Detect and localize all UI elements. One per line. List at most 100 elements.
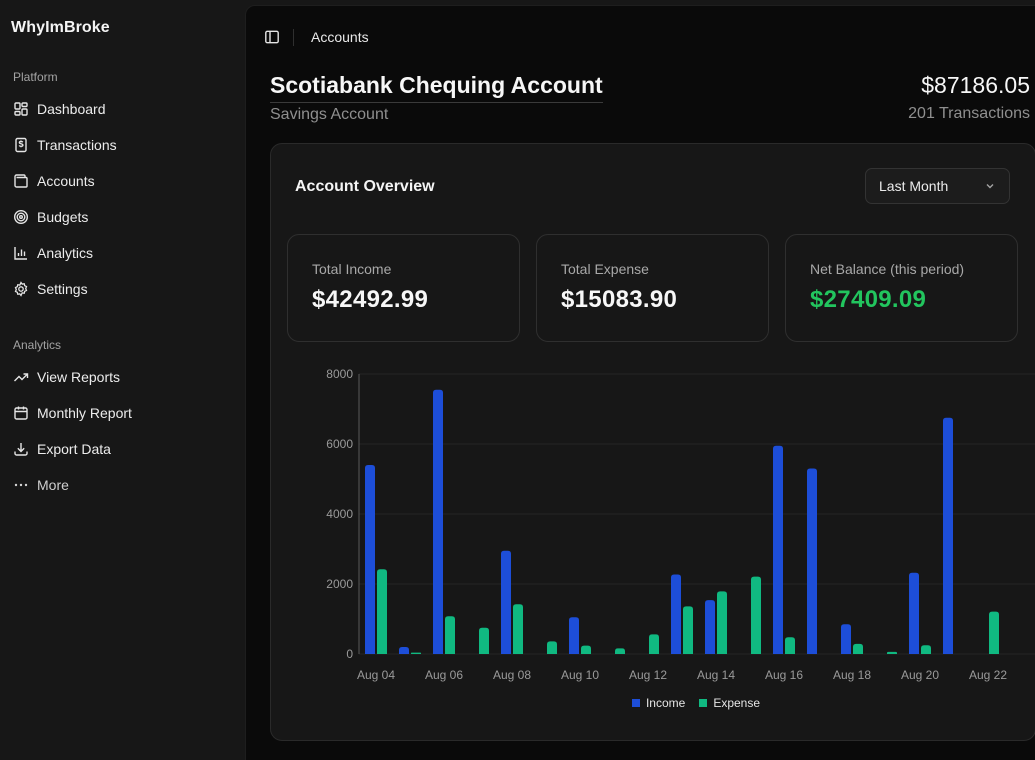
y-tick-label: 8000 — [326, 367, 353, 381]
sidebar-item-view-reports[interactable]: View Reports — [13, 366, 120, 388]
x-tick-label: Aug 06 — [425, 668, 463, 682]
income-bar — [705, 600, 715, 654]
expense-bar — [615, 648, 625, 654]
trending-up-icon — [13, 369, 29, 385]
expense-bar — [547, 641, 557, 654]
app-logo-text[interactable]: WhyImBroke — [11, 19, 110, 36]
gear-icon — [13, 281, 29, 297]
legend-item-expense[interactable]: Expense — [699, 696, 760, 710]
legend-item-income[interactable]: Income — [631, 696, 685, 710]
sidebar-item-accounts[interactable]: Accounts — [13, 170, 95, 192]
expense-bar — [479, 627, 489, 654]
breadcrumb[interactable]: Accounts — [311, 29, 369, 45]
x-tick-label: Aug 16 — [765, 668, 803, 682]
sidebar-item-label: Dashboard — [37, 101, 106, 117]
target-icon — [13, 209, 29, 225]
income-bar — [501, 550, 511, 654]
expense-bar — [785, 637, 795, 654]
y-tick-label: 2000 — [326, 577, 353, 591]
sidebar-item-label: More — [37, 477, 69, 493]
sidebar-item-label: Analytics — [37, 245, 94, 261]
dashboard-icon — [13, 101, 29, 117]
card-title: Account Overview — [295, 178, 435, 195]
main-panel: Accounts Scotiabank Chequing Account Sav… — [245, 5, 1035, 760]
expense-bar — [751, 576, 761, 654]
sidebar-item-label: Settings — [37, 281, 88, 297]
panel-left-icon — [264, 29, 280, 45]
income-expense-bar-chart: 0 2000 4000 6000 8000 Aug 04 Aug 06 Aug 08 Aug 1… — [326, 367, 1035, 682]
x-tick-label: Aug 10 — [561, 668, 599, 682]
expense-bar — [649, 634, 659, 654]
bar-chart-icon — [13, 245, 29, 261]
expense-bar — [683, 606, 693, 654]
account-name: Scotiabank Chequing Account — [270, 72, 603, 103]
account-overview-card: Account Overview Last Month Total Income… — [270, 143, 1035, 741]
period-select-value: Last Month — [879, 178, 949, 194]
sidebar-item-label: View Reports — [37, 369, 121, 385]
sidebar-item-label: Monthly Report — [37, 405, 132, 421]
chevron-down-icon — [986, 184, 994, 189]
x-tick-label: Aug 18 — [833, 668, 871, 682]
income-bar — [773, 445, 783, 654]
stat-card-net-balance: Net Balance (this period) $27409.09 — [785, 234, 1018, 342]
sidebar-item-monthly-report[interactable]: Monthly Report — [13, 402, 132, 424]
income-bar — [569, 617, 579, 654]
header-divider — [293, 29, 294, 46]
legend-label: Expense — [713, 696, 761, 710]
expense-bar — [411, 652, 421, 654]
expense-bar — [513, 604, 523, 654]
expense-bar — [887, 651, 897, 654]
income-bar — [365, 465, 375, 654]
sidebar-item-budgets[interactable]: Budgets — [13, 206, 88, 228]
sidebar-toggle-button[interactable] — [264, 29, 280, 45]
x-tick-label: Aug 20 — [901, 668, 939, 682]
receipt-icon — [13, 137, 29, 153]
income-bar — [841, 624, 851, 654]
income-bar — [433, 389, 443, 654]
income-bar — [909, 572, 919, 654]
more-dots-icon — [13, 477, 29, 493]
account-type: Savings Account — [270, 106, 389, 123]
sidebar: WhyImBroke Platform Dashboard Transactio… — [0, 0, 245, 760]
sidebar-item-transactions[interactable]: Transactions — [13, 134, 117, 156]
x-tick-label: Aug 22 — [969, 668, 1007, 682]
expense-bar — [717, 591, 727, 654]
expense-bar — [989, 611, 999, 654]
period-select[interactable]: Last Month — [865, 168, 1010, 204]
legend-swatch — [631, 699, 640, 707]
x-tick-label: Aug 08 — [493, 668, 531, 682]
expense-bar — [445, 616, 455, 654]
stat-value: $27409.09 — [810, 286, 927, 313]
stat-value: $42492.99 — [312, 286, 429, 313]
sidebar-item-label: Transactions — [37, 137, 117, 153]
wallet-icon — [13, 173, 29, 189]
income-bar — [943, 417, 953, 654]
expense-bar — [581, 645, 591, 654]
expense-bar — [853, 643, 863, 654]
stat-card-total-expense: Total Expense $15083.90 — [536, 234, 769, 342]
stat-label: Total Income — [312, 261, 392, 277]
income-bar — [399, 647, 409, 654]
income-bar — [671, 574, 681, 654]
income-bar — [807, 468, 817, 654]
legend-swatch — [699, 699, 708, 707]
y-tick-label: 0 — [346, 647, 353, 661]
account-balance: $87186.05 — [921, 72, 1030, 98]
stat-card-total-income: Total Income $42492.99 — [287, 234, 520, 342]
sidebar-item-export-data[interactable]: Export Data — [13, 438, 111, 460]
calendar-icon — [13, 405, 29, 421]
y-tick-label: 6000 — [326, 437, 353, 451]
sidebar-group-label-analytics: Analytics — [13, 338, 62, 352]
sidebar-item-analytics[interactable]: Analytics — [13, 242, 93, 264]
sidebar-group-label-platform: Platform — [13, 70, 58, 84]
stat-label: Net Balance (this period) — [810, 261, 965, 277]
x-tick-label: Aug 12 — [629, 668, 667, 682]
sidebar-item-dashboard[interactable]: Dashboard — [13, 98, 106, 120]
expense-bar — [921, 645, 931, 654]
stat-value: $15083.90 — [561, 286, 678, 313]
sidebar-item-settings[interactable]: Settings — [13, 278, 88, 300]
x-tick-label: Aug 14 — [697, 668, 735, 682]
expense-bar — [377, 569, 387, 654]
sidebar-item-more[interactable]: More — [13, 474, 69, 496]
transaction-count: 201 Transactions — [908, 105, 1030, 122]
